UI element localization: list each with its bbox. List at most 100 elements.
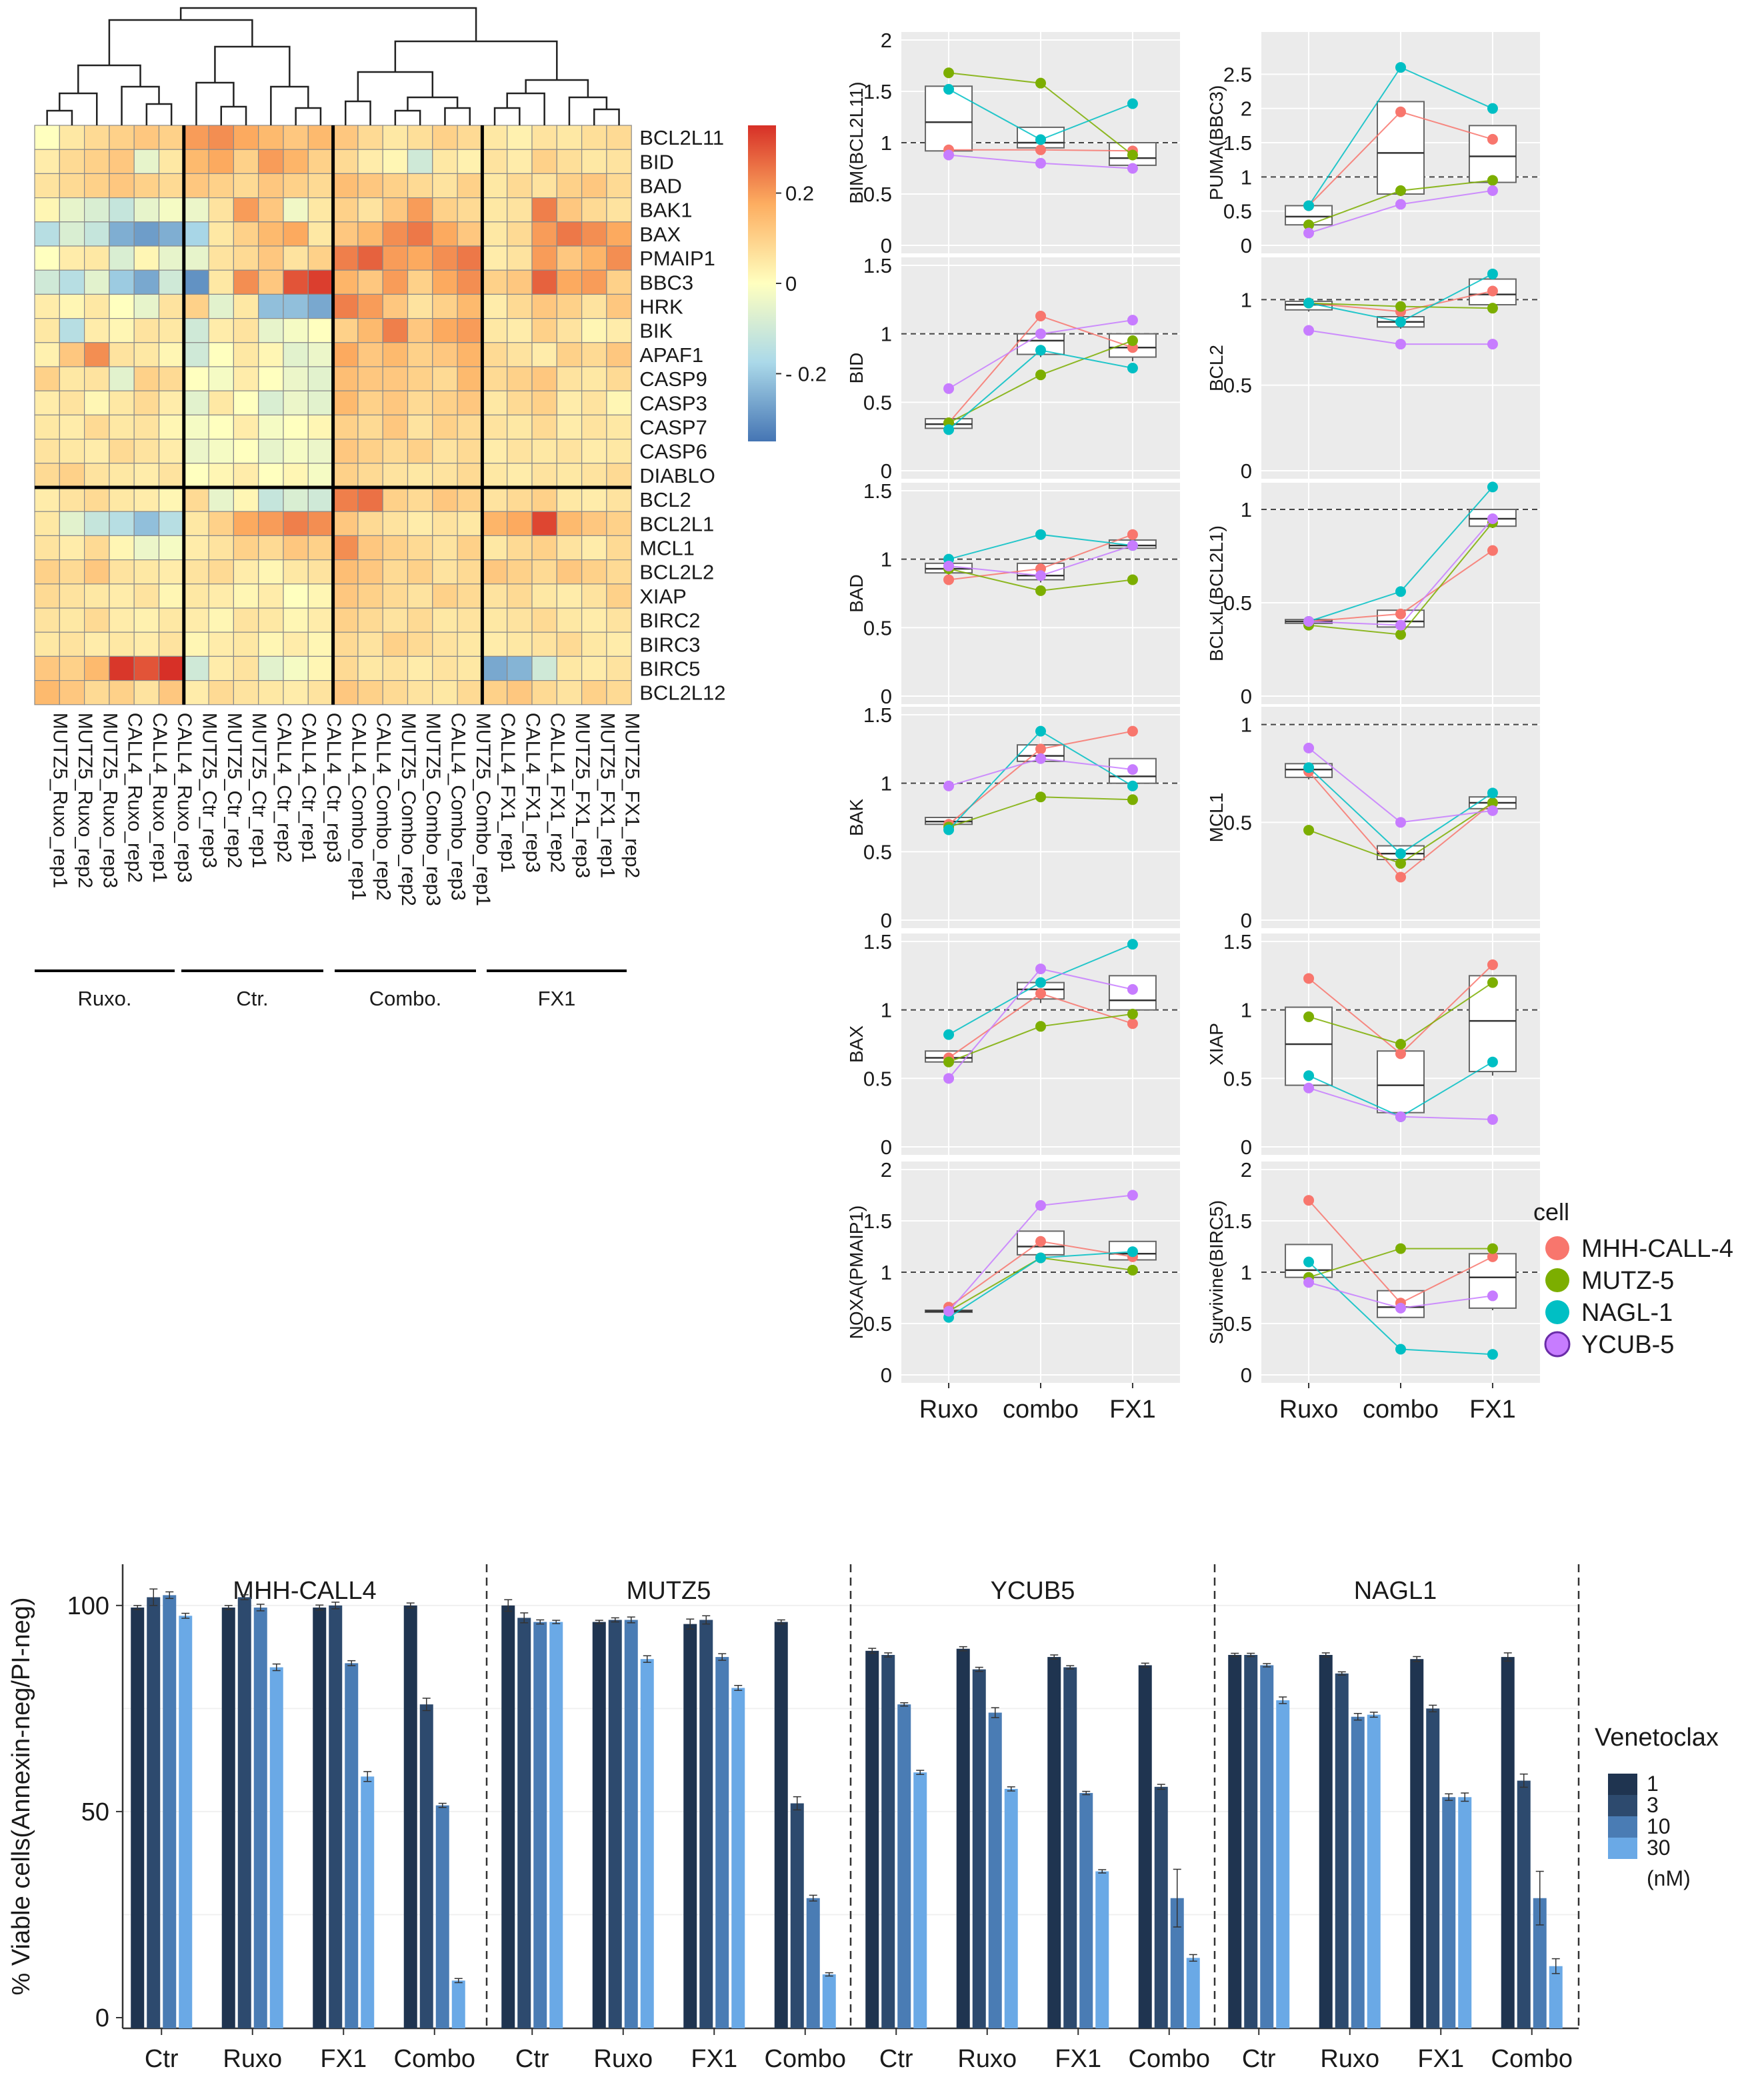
- facet-title: MHH-CALL4: [233, 1577, 376, 1605]
- heatmap-cell: [183, 366, 209, 391]
- heatmap-cell: [307, 438, 334, 464]
- legend-label: NAGL-1: [1581, 1299, 1673, 1327]
- dendrogram-link: [214, 45, 291, 87]
- bar-NAGL1-FX1-10: [1442, 1797, 1456, 2028]
- heatmap-cell: [481, 414, 508, 440]
- data-point-YCUB-5: [1303, 1082, 1315, 1094]
- dendrogram-link: [145, 103, 173, 125]
- heatmap-cell: [357, 293, 383, 319]
- heatmap-cell: [333, 293, 359, 319]
- data-point-MUTZ-5: [943, 67, 955, 79]
- heatmap-cell: [407, 269, 433, 295]
- heatmap-cell: [34, 197, 60, 223]
- heatmap-cell: [407, 149, 433, 174]
- heatmap-cell: [531, 511, 557, 537]
- heatmap-cell: [183, 511, 209, 537]
- bar-NAGL1-Combo-1: [1501, 1657, 1515, 2028]
- heatmap-cell: [556, 221, 583, 247]
- heatmap-cell: [109, 487, 135, 512]
- heatmap-cell: [34, 487, 60, 512]
- heatmap-cell: [133, 607, 160, 633]
- heatmap-cell: [258, 607, 284, 633]
- heatmap-cell: [158, 197, 185, 223]
- heatmap-cell: [158, 607, 185, 633]
- column-label: MUTZ5_Combo_rep2: [397, 713, 419, 906]
- heatmap-cell: [606, 583, 632, 609]
- heatmap-cell: [133, 390, 160, 416]
- heatmap-cell: [158, 342, 185, 367]
- data-point-NAGL-1: [1487, 268, 1498, 279]
- heatmap-cell: [109, 318, 135, 343]
- y-axis-label: BID: [846, 353, 867, 384]
- legend-swatch: [1608, 1795, 1637, 1816]
- heatmap-cell: [581, 655, 607, 681]
- heatmap-cell: [333, 463, 359, 488]
- heatmap-cell: [432, 221, 458, 247]
- heatmap-cell: [258, 463, 284, 488]
- data-point-YCUB-5: [1395, 339, 1406, 350]
- heatmap-cell: [531, 607, 557, 633]
- heatmap-cell: [158, 414, 185, 440]
- heatmap-cell: [507, 390, 533, 416]
- y-tick-label: 2: [881, 1158, 892, 1182]
- heatmap-cell: [233, 655, 259, 681]
- heatmap-cell: [233, 173, 259, 199]
- heatmap-cell: [333, 535, 359, 561]
- data-point-YCUB-5: [1035, 963, 1046, 975]
- bar-YCUB5-FX1-30: [1095, 1871, 1109, 2028]
- heatmap-cell: [556, 631, 583, 657]
- data-point-MUTZ-5: [1035, 77, 1046, 89]
- heatmap-cell: [109, 607, 135, 633]
- box: [1108, 975, 1157, 1011]
- heatmap-cell: [357, 631, 383, 657]
- heatmap-cell: [133, 245, 160, 271]
- bar-MHH-CALL4-Ruxo-1: [221, 1607, 235, 2028]
- heatmap-cell: [457, 438, 483, 464]
- heatmap-cell: [158, 318, 185, 343]
- facet-title: YCUB5: [991, 1577, 1075, 1605]
- bar-NAGL1-FX1-3: [1426, 1708, 1440, 2028]
- heatmap-cell: [233, 342, 259, 367]
- heatmap-cell: [333, 390, 359, 416]
- box: [925, 85, 973, 152]
- heatmap-cell: [581, 511, 607, 537]
- heatmap-cell: [333, 173, 359, 199]
- heatmap-cell: [432, 438, 458, 464]
- heatmap-cell: [407, 631, 433, 657]
- heatmap-cell: [208, 511, 235, 537]
- heatmap-cell: [531, 631, 557, 657]
- legend-unit: (nM): [1647, 1866, 1691, 1890]
- heatmap-cell: [581, 438, 607, 464]
- heatmap-cell: [481, 607, 508, 633]
- dendrogram-link: [46, 109, 73, 125]
- heatmap-cell: [158, 559, 185, 585]
- heatmap-cell: [109, 342, 135, 367]
- heatmap-cell: [481, 463, 508, 488]
- heatmap-cell: [133, 535, 160, 561]
- heatmap-cell: [432, 245, 458, 271]
- heatmap-cell: [208, 559, 235, 585]
- heatmap-cell: [457, 197, 483, 223]
- heatmap-cell: [183, 438, 209, 464]
- data-point-YCUB-5: [1035, 753, 1046, 764]
- heatmap-cell: [457, 559, 483, 585]
- heatmap-cell: [109, 125, 135, 150]
- heatmap-cell: [83, 511, 110, 537]
- legend-swatch: [1545, 1236, 1569, 1260]
- data-point-MUTZ-5: [1127, 1008, 1138, 1019]
- bar-NAGL1-Ruxo-1: [1319, 1655, 1333, 2028]
- data-point-NAGL-1: [1127, 1246, 1138, 1258]
- heatmap-cell: [109, 390, 135, 416]
- heatmap-cell: [457, 655, 483, 681]
- heatmap-cell: [357, 149, 383, 174]
- heatmap-cell: [208, 631, 235, 657]
- y-tick-label: 2: [1241, 1158, 1252, 1182]
- bar-MUTZ5-Ctr-30: [549, 1622, 563, 2028]
- heatmap-cell: [34, 631, 60, 657]
- heatmap-cell: [59, 342, 85, 367]
- y-tick-label: 0: [1241, 234, 1252, 257]
- data-point-MHH-CALL-4: [1487, 285, 1498, 297]
- heatmap-cell: [258, 245, 284, 271]
- heatmap-cell: [407, 245, 433, 271]
- heatmap-cell: [382, 535, 409, 561]
